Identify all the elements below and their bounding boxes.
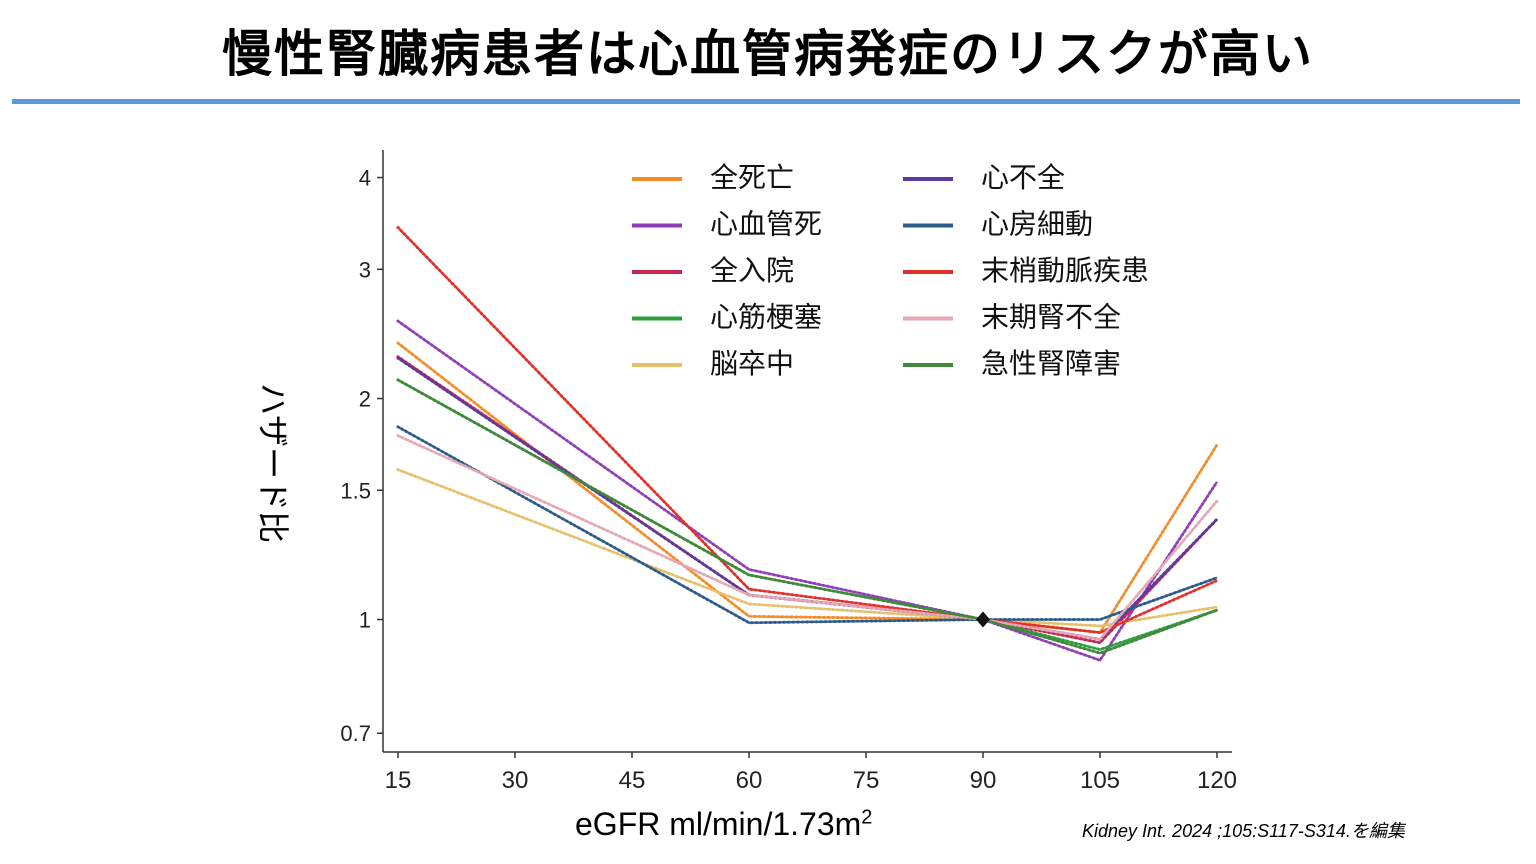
series-line-dots-7	[396, 425, 1219, 625]
series-line-7	[397, 425, 1218, 624]
chart-axes: 0.7 1 1.5 2 3 4 15 30 45 60 75 90 105 120	[340, 150, 1237, 794]
series-line-dots-8	[396, 225, 1219, 635]
citation: Kidney Int. 2024 ;105:S117-S314.を編集	[1082, 821, 1405, 841]
title-divider	[12, 99, 1520, 104]
legend-label-4: 心筋梗塞	[710, 301, 822, 334]
page-title: 慢性腎臓病患者は心血管病発症のリスクが高い	[222, 25, 1314, 83]
legend-label-6: 心不全	[981, 161, 1065, 194]
legend-label-10: 急性腎障害	[981, 347, 1121, 380]
x-tick-label: 90	[970, 767, 997, 794]
series-line-8	[397, 226, 1218, 634]
x-tick-label: 105	[1080, 767, 1120, 794]
x-tick-label: 45	[619, 767, 646, 794]
reference-point-marker	[976, 611, 990, 628]
y-tick-label: 1.5	[340, 478, 371, 503]
y-tick-label: 3	[359, 257, 371, 282]
x-tick-label: 15	[385, 767, 412, 794]
legend-label-8: 末梢動脈疾患	[981, 254, 1149, 287]
x-axis-label-main: eGFR ml/min/1.73m	[575, 806, 862, 842]
chart-series-lines	[396, 225, 1219, 662]
y-tick-label: 4	[359, 166, 371, 191]
legend-label-5: 脳卒中	[710, 347, 794, 380]
x-tick-label: 75	[853, 767, 880, 794]
x-axis-label: eGFR ml/min/1.73m2	[575, 806, 872, 843]
series-line-dots-3	[396, 355, 1219, 645]
legend-label-7: 心房細動	[981, 208, 1093, 241]
series-line-dots-1	[396, 341, 1219, 635]
legend-label-9: 末期腎不全	[981, 301, 1121, 334]
y-tick-label: 1	[359, 608, 371, 633]
y-tick-label: 0.7	[340, 721, 371, 746]
x-tick-label: 120	[1197, 767, 1237, 794]
x-axis-label-superscript: 2	[861, 806, 873, 829]
series-line-1	[397, 342, 1219, 634]
legend-label-1: 全死亡	[710, 161, 794, 194]
legend-label-2: 心血管死	[710, 208, 822, 241]
series-line-dots-4	[396, 378, 1219, 652]
x-tick-label: 30	[502, 767, 529, 794]
y-axis-label: ハザード比	[254, 382, 292, 543]
series-line-4	[397, 378, 1218, 651]
legend-label-3: 全入院	[710, 254, 794, 287]
x-tick-label: 60	[736, 767, 763, 794]
y-tick-label: 2	[359, 387, 371, 412]
